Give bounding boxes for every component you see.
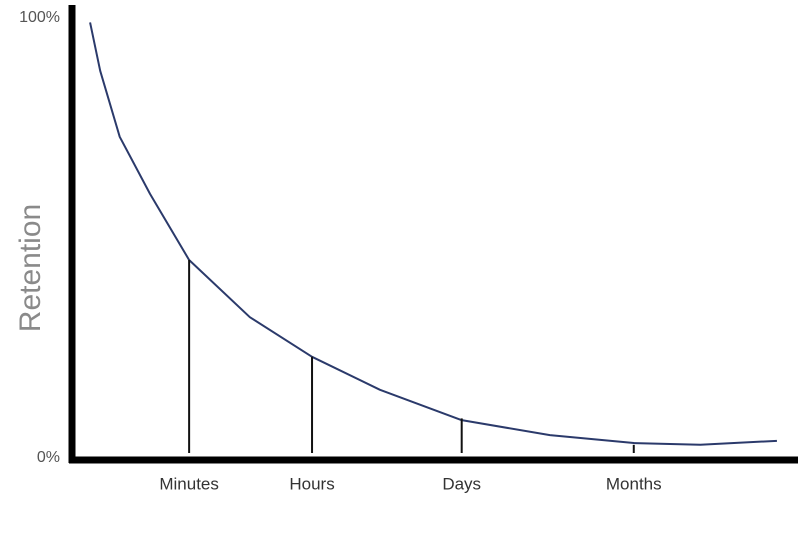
curve xyxy=(89,22,777,446)
y-tick-label: 0% xyxy=(37,449,60,466)
x-category-label: Months xyxy=(606,474,662,493)
y-tick-label: 100% xyxy=(19,9,60,26)
x-category-label: Days xyxy=(442,474,481,493)
y-axis-label: Retention xyxy=(14,204,47,332)
x-category-label: Hours xyxy=(289,474,334,493)
x-category-label: Minutes xyxy=(159,474,219,493)
